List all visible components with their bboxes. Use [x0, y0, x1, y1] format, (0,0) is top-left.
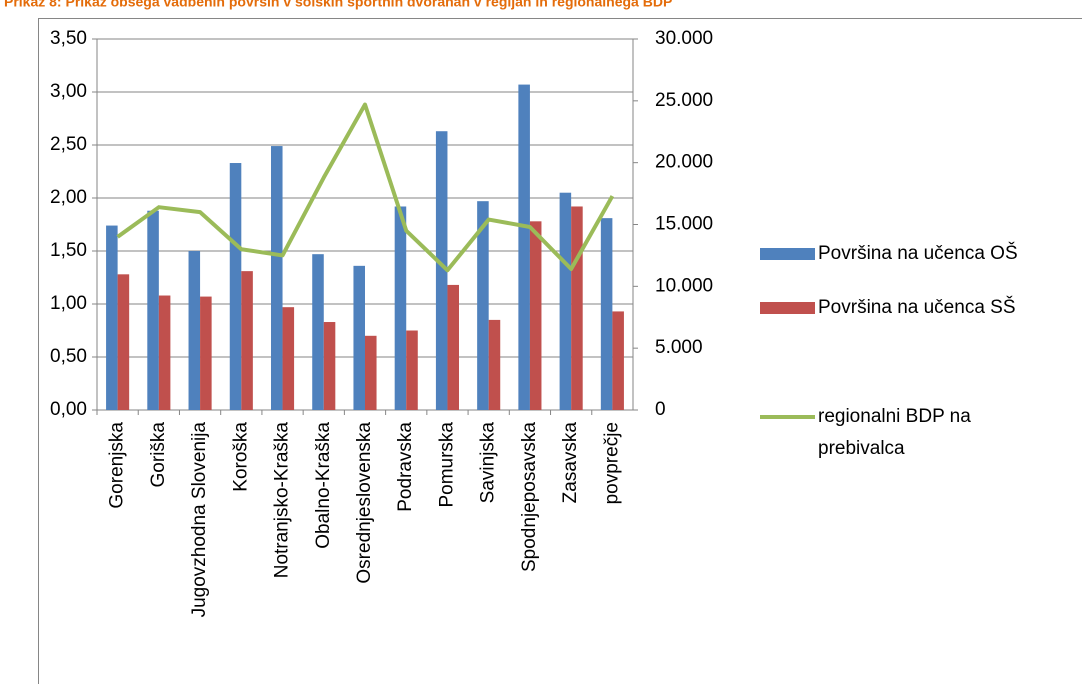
bar [117, 274, 130, 410]
x-tick-label: Jugovzhodna Slovenija [189, 422, 210, 618]
x-tick-label: Podravska [395, 422, 416, 512]
x-tick-label: Zasavska [560, 422, 581, 504]
bar [323, 322, 336, 410]
bar [394, 206, 407, 410]
y2-tick-label: 10.000 [655, 275, 713, 296]
y2-tick-label: 30.000 [655, 28, 713, 49]
x-tick-label: Koroška [230, 422, 251, 492]
x-tick-label: Obalno-Kraška [313, 422, 334, 549]
bar [200, 296, 212, 410]
bar [529, 221, 542, 410]
chart-border [38, 18, 1082, 684]
y2-tick-label: 25.000 [655, 90, 713, 111]
y-tick-label: 0,50 [50, 346, 87, 367]
y-tick-label: 0,00 [50, 399, 87, 420]
bar [106, 225, 118, 410]
bar [518, 84, 530, 410]
bar [241, 271, 253, 410]
x-tick-label: Osrednjeslovenska [354, 422, 375, 584]
bar [477, 201, 489, 410]
bar [447, 284, 460, 410]
x-tick-label: Goriška [148, 422, 169, 488]
bar [406, 330, 418, 410]
bar [229, 163, 242, 410]
bar [612, 311, 624, 410]
bar [365, 335, 377, 410]
y-tick-label: 3,00 [50, 81, 87, 102]
bar [312, 254, 324, 410]
bar [571, 206, 583, 410]
y-tick-label: 2,50 [50, 134, 87, 155]
y2-tick-label: 5.000 [655, 337, 703, 358]
x-tick-label: Savinjska [478, 422, 499, 504]
bar [353, 265, 365, 410]
y-tick-label: 1,00 [50, 293, 87, 314]
bar [158, 295, 171, 410]
y-tick-label: 3,50 [50, 28, 87, 49]
y2-tick-label: 15.000 [655, 214, 713, 235]
x-tick-label: Pomurska [436, 422, 457, 508]
legend-label: Površina na učenca OŠ [818, 242, 1018, 264]
bar [435, 131, 448, 410]
x-tick-label: Gorenjska [107, 422, 128, 509]
bar [559, 192, 572, 410]
x-tick-label: Spodnjeposavska [519, 422, 540, 572]
bar [282, 307, 295, 410]
y-tick-label: 2,00 [50, 187, 87, 208]
bar [270, 146, 283, 410]
x-tick-label: povprečje [601, 422, 622, 504]
bar [188, 251, 201, 410]
line [116, 102, 615, 273]
bar [600, 218, 613, 410]
legend-label: regionalni BDP na prebivalca [818, 406, 971, 459]
bar [147, 210, 159, 410]
y-tick-label: 1,50 [50, 240, 87, 261]
x-tick-label: Notranjsko-Kraška [272, 422, 293, 579]
y2-tick-label: 0 [655, 399, 666, 420]
chart-title: Prikaz 8: Prikaz obsega vadbenih površin… [4, 0, 672, 10]
bar [488, 319, 501, 410]
legend-swatch [760, 302, 815, 314]
legend-swatch [760, 248, 815, 260]
y2-tick-label: 20.000 [655, 152, 713, 173]
legend-label: Površina na učenca SŠ [818, 296, 1016, 318]
